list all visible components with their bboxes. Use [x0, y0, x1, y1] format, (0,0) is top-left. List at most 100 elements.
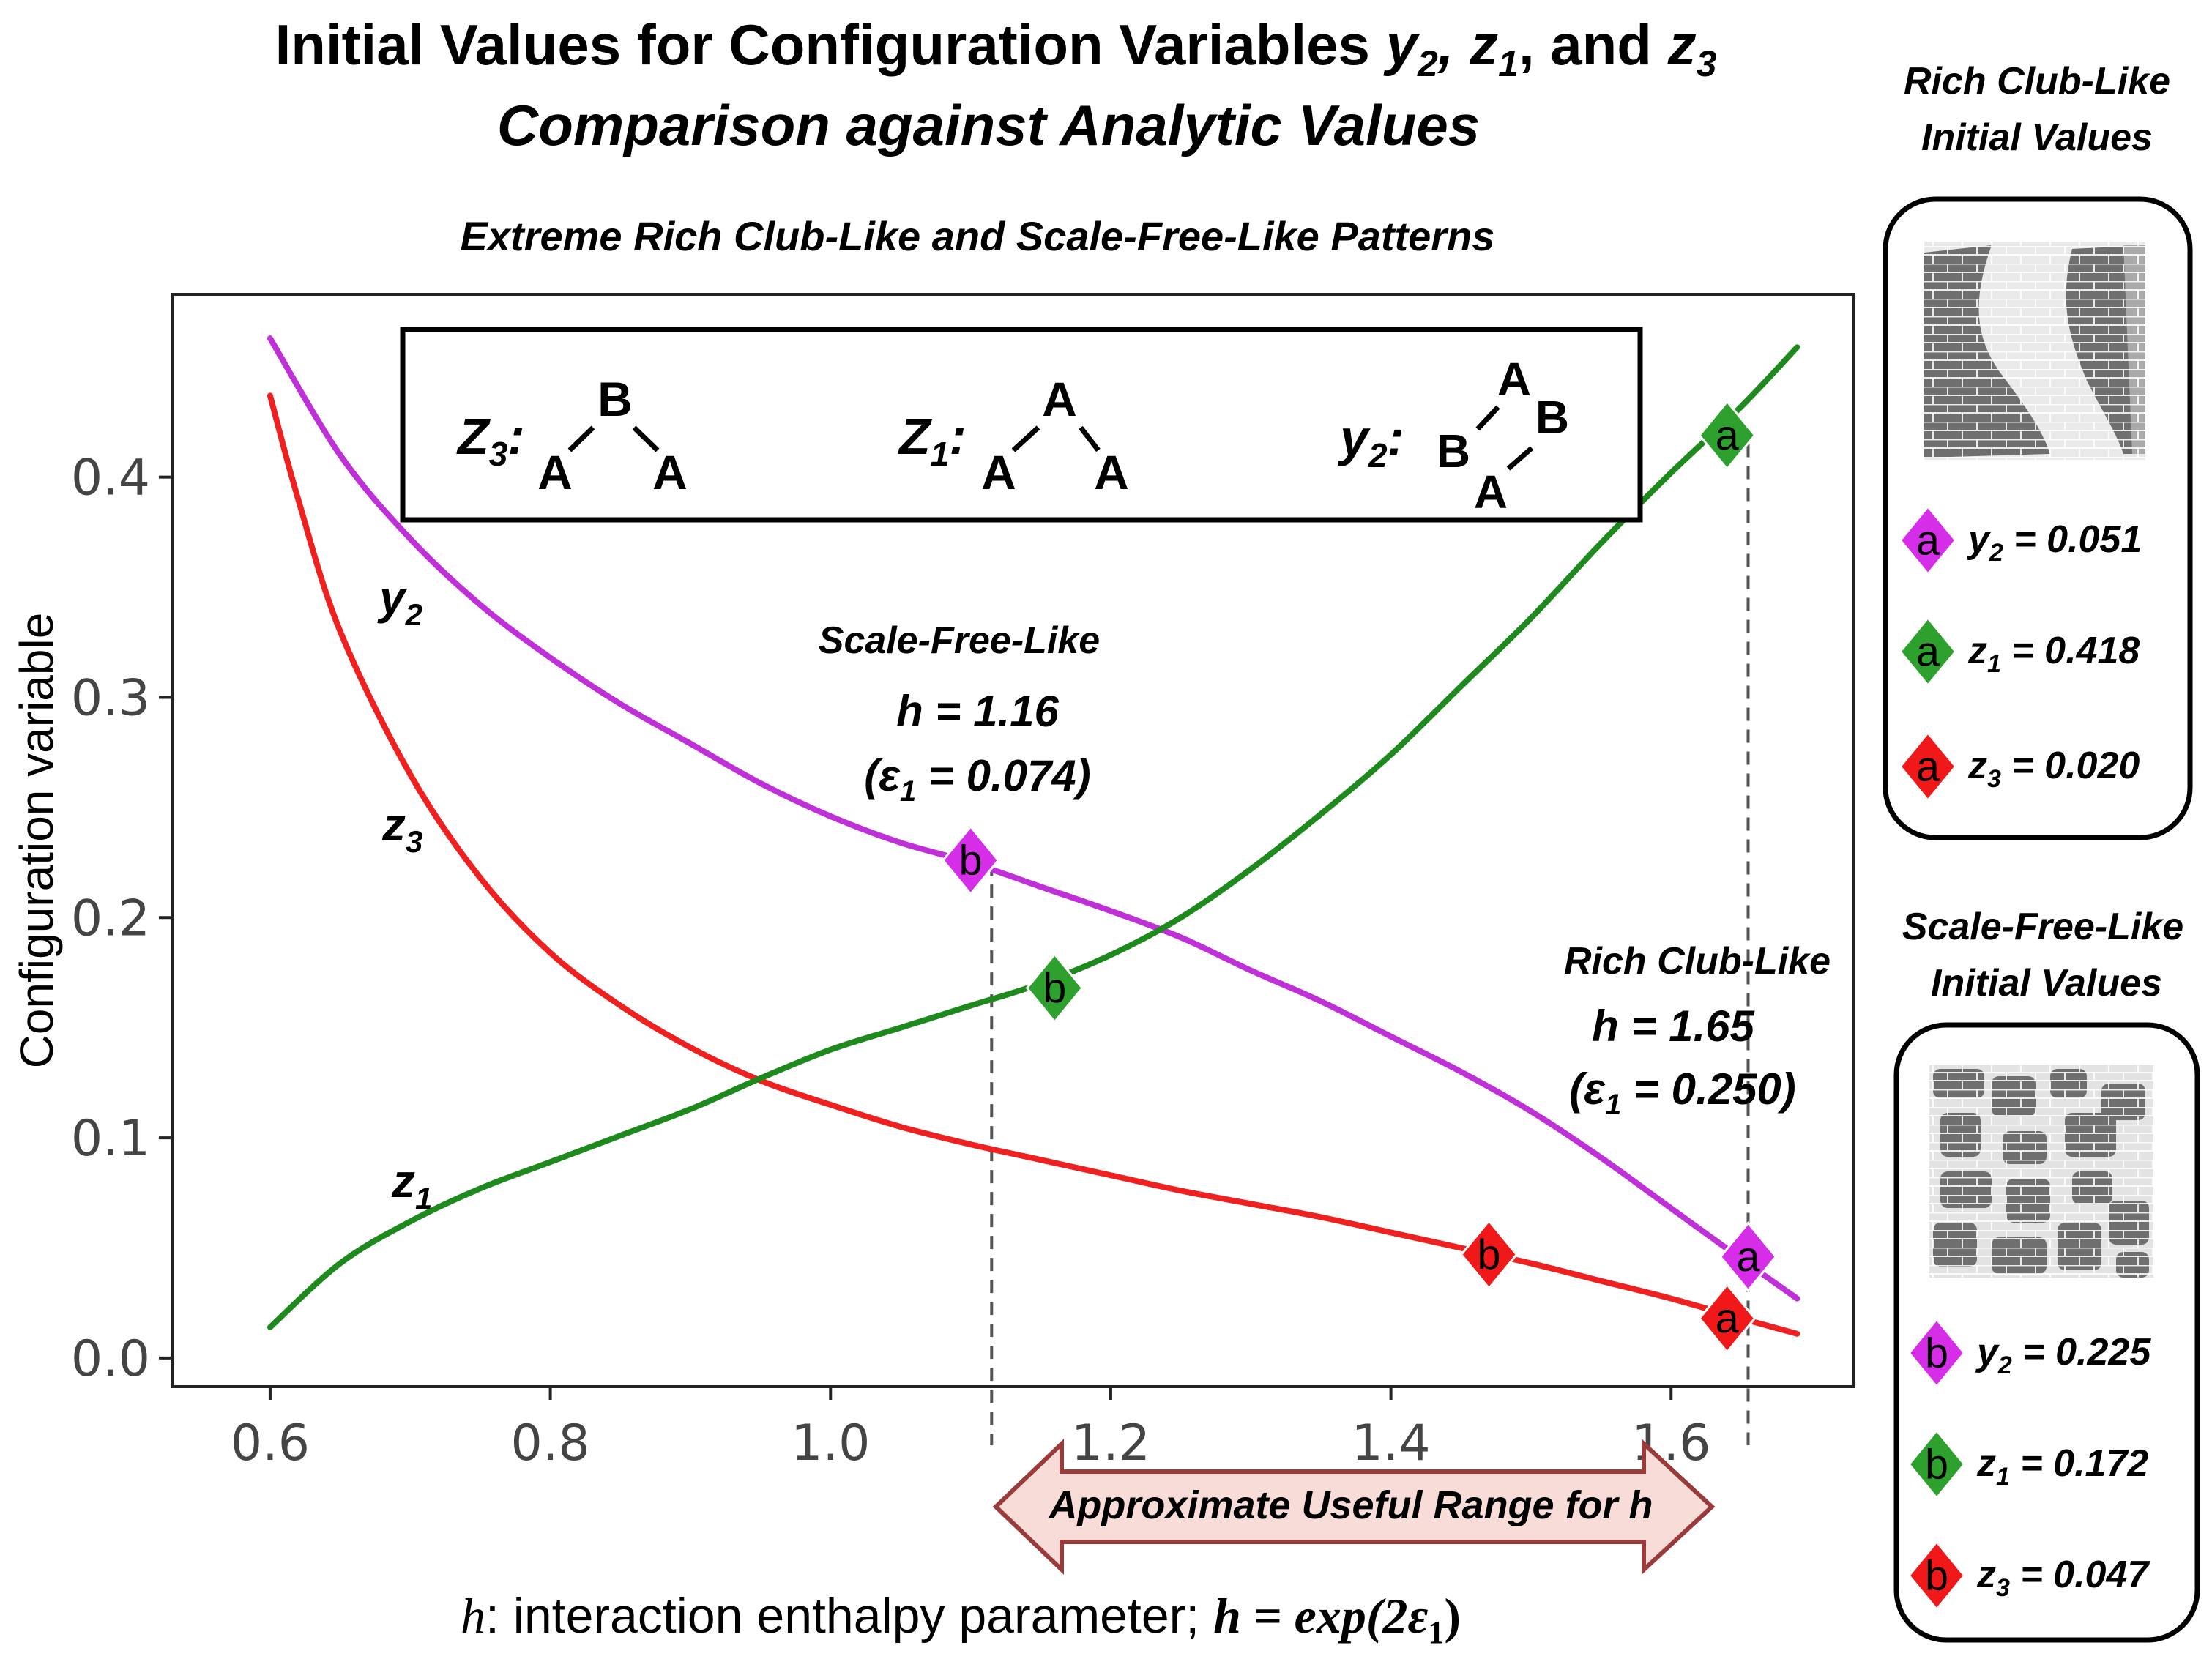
- useful-range-label: Approximate Useful Range for h: [1047, 1483, 1653, 1527]
- panel-entry-z1: a z1 = 0.418: [1899, 616, 2140, 687]
- y-tick-label: 0.1: [71, 1110, 150, 1168]
- x-tick-label: 0.6: [231, 1414, 310, 1472]
- panel-entry-y2: b y2 = 0.225: [1907, 1317, 2151, 1389]
- marker-letter: a: [1737, 1234, 1760, 1280]
- panel-entry-z3: a z3 = 0.020: [1899, 731, 2140, 802]
- y-tick-label: 0.0: [71, 1330, 150, 1388]
- panel-entry-text: z3 = 0.020: [1967, 745, 2140, 793]
- x-tick-label: 1.2: [1071, 1414, 1150, 1472]
- motif-y2-node-right: B: [1535, 391, 1569, 444]
- series-line-y2: [267, 335, 1800, 1302]
- x-axis-label: h: interaction enthalpy parameter; h = e…: [461, 1588, 1461, 1650]
- marker-letter: b: [1043, 965, 1066, 1012]
- marker-letter: b: [1478, 1231, 1501, 1278]
- marker-letter: b: [1925, 1552, 1948, 1599]
- motif-y2-label: y2:: [1338, 409, 1404, 474]
- motif-y2-edges: [1475, 405, 1534, 471]
- annotation-scale-free-eps: (ε1 = 0.074): [864, 751, 1090, 808]
- main-subtitle: Comparison against Analytic Values: [497, 93, 1480, 157]
- panel-entry-marker: a: [1899, 616, 1957, 687]
- diamond-marker: [1907, 1428, 1966, 1500]
- series-label-z1: z1: [391, 1155, 432, 1215]
- panel-entry-marker: a: [1899, 504, 1957, 576]
- x-tick-label: 1.0: [791, 1414, 870, 1472]
- panel-entry-z1: b z1 = 0.172: [1907, 1428, 2148, 1500]
- marker-letter: a: [1916, 628, 1940, 675]
- annotation-scale-free-title: Scale-Free-Like: [819, 619, 1100, 662]
- series-label-z3: z3: [381, 798, 422, 859]
- diamond-marker: [1025, 952, 1084, 1024]
- annotation-rich-club-h: h = 1.65: [1592, 1002, 1755, 1051]
- diamond-marker: [1899, 616, 1957, 687]
- marker-b-z1: b: [1025, 952, 1084, 1024]
- motif-z3-node-top: B: [597, 372, 633, 426]
- side-panel-scale-free: Scale-Free-Like Initial Values b y2 = 0.2…: [1893, 906, 2200, 1643]
- marker-a-y2: a: [1718, 1221, 1778, 1292]
- motif-y2-node-top: A: [1497, 353, 1531, 406]
- y-axis: 0.0 0.1 0.2 0.3 0.4: [71, 450, 172, 1388]
- motif-box: Z3: B A A Z1: A A A y2: A B B A: [400, 327, 1643, 523]
- motif-z1-label: Z1:: [898, 408, 967, 473]
- marker-a-z1: a: [1698, 400, 1757, 471]
- panel-entry-marker: b: [1907, 1540, 1966, 1611]
- panel-rich-club-title-1: Rich Club-Like: [1904, 60, 2170, 102]
- motif-y2-node-left: B: [1437, 425, 1470, 477]
- marker-b-z3: b: [1459, 1219, 1519, 1290]
- panel-entry-text: z1 = 0.418: [1967, 630, 2140, 678]
- panel-entry-z3: b z3 = 0.047: [1907, 1540, 2150, 1611]
- series-line-z3: [267, 392, 1800, 1337]
- annotation-rich-club-title: Rich Club-Like: [1564, 940, 1831, 983]
- motif-z1-node-top: A: [1042, 372, 1077, 426]
- useful-range-arrow: Approximate Useful Range for h: [992, 1438, 1716, 1576]
- motif-z1-edges: [1011, 425, 1101, 452]
- diamond-marker: [1899, 504, 1957, 576]
- series-label-y2: y2: [377, 571, 422, 632]
- marker-a-z3: a: [1698, 1283, 1757, 1354]
- panel-entry-text: z1 = 0.172: [1976, 1442, 2148, 1491]
- marker-b-y2: b: [941, 824, 1000, 896]
- y-tick-label: 0.3: [71, 669, 150, 727]
- chart-subtitle: Extreme Rich Club-Like and Scale-Free-Li…: [461, 213, 1495, 259]
- rich-club-pattern-thumbnail: [1924, 242, 2145, 460]
- panel-rich-club-title-2: Initial Values: [1921, 116, 2153, 159]
- reference-dashed-lines: [990, 444, 1750, 1445]
- motif-z3-node-right: A: [652, 445, 688, 499]
- marker-letter: a: [1916, 743, 1940, 790]
- motif-z1-node-right: A: [1094, 445, 1129, 499]
- panel-entry-text: y2 = 0.225: [1975, 1331, 2151, 1379]
- diamond-marker: [1907, 1317, 1966, 1389]
- marker-letter: a: [1716, 412, 1739, 459]
- panel-scale-free-title-2: Initial Values: [1931, 962, 2162, 1004]
- diamond-marker: [1459, 1219, 1519, 1290]
- annotation-scale-free-h: h = 1.16: [896, 687, 1059, 736]
- panel-entry-y2: a y2 = 0.051: [1899, 504, 2142, 576]
- panel-entry-marker: b: [1907, 1428, 1966, 1500]
- diamond-marker: [1698, 400, 1757, 471]
- y-axis-label: Configuration variable: [10, 613, 63, 1069]
- marker-letter: b: [959, 837, 983, 884]
- x-tick-label: 1.4: [1352, 1414, 1431, 1472]
- scale-free-pattern-thumbnail: [1929, 1065, 2153, 1278]
- y-tick-label: 0.2: [71, 890, 150, 947]
- diamond-marker: [1718, 1221, 1778, 1292]
- diamond-marker: [941, 824, 1000, 896]
- diamond-marker: [1907, 1540, 1966, 1611]
- motif-y2-node-bottom: A: [1474, 466, 1508, 518]
- x-axis: 0.6 0.8 1.0 1.2 1.4 1.6: [231, 1387, 1710, 1472]
- side-panel-rich-club: Rich Club-Like Initial Values a y2 = 0.05…: [1883, 60, 2193, 840]
- panel-entry-text: z3 = 0.047: [1976, 1554, 2150, 1602]
- marker-letter: a: [1716, 1295, 1739, 1342]
- panel-entry-marker: b: [1907, 1317, 1966, 1389]
- plot-frame: [171, 293, 1855, 1388]
- diamond-marker: [1899, 731, 1957, 802]
- marker-letter: b: [1925, 1441, 1948, 1488]
- motif-z1-node-left: A: [981, 445, 1016, 499]
- motif-z3-label: Z3:: [456, 408, 525, 473]
- motif-z3-node-left: A: [537, 445, 573, 499]
- diamond-marker: [1698, 1283, 1757, 1354]
- panel-entry-text: y2 = 0.051: [1966, 518, 2142, 567]
- panel-scale-free-title-1: Scale-Free-Like: [1902, 906, 2183, 948]
- main-title: Initial Values for Configuration Variabl…: [275, 12, 1717, 84]
